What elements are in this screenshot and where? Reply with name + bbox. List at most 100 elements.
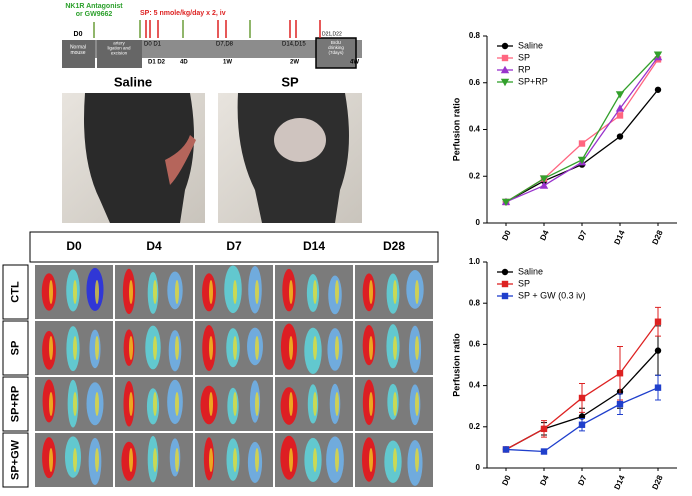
marker xyxy=(578,140,586,147)
perfusion-blob xyxy=(73,336,77,360)
x-tick-label: D0 xyxy=(500,473,513,487)
perfusion-blob xyxy=(224,265,242,314)
perfusion-blob xyxy=(248,265,262,314)
perfusion-blob xyxy=(167,271,183,310)
marker xyxy=(501,292,509,300)
timeline-label: D1 D2 xyxy=(148,60,166,66)
perfusion-blob xyxy=(328,275,342,315)
timeline-label: D0 xyxy=(74,31,83,38)
perfusion-blob xyxy=(407,439,423,486)
x-tick-label: D14 xyxy=(612,473,627,491)
perfusion-blob xyxy=(66,326,80,372)
perfusion-blob xyxy=(145,325,161,370)
perfusion-blob xyxy=(209,448,213,472)
column-label: D0 xyxy=(66,239,82,253)
row-label: SP+GW xyxy=(9,439,21,480)
perfusion-blob xyxy=(362,437,376,482)
perfusion-blob xyxy=(153,336,157,360)
perfusion-blob xyxy=(175,448,179,472)
perfusion-blob xyxy=(73,280,77,304)
brdu-box xyxy=(315,37,357,69)
y-tick-label: 0.8 xyxy=(469,31,481,40)
y-tick-label: 1.0 xyxy=(469,257,481,266)
legend-label: Saline xyxy=(518,266,543,276)
timeline-label: Left femoral artery ligation and excision xyxy=(107,36,131,56)
y-tick-label: 0.6 xyxy=(469,340,481,349)
perfusion-blob xyxy=(153,448,157,472)
normal-box xyxy=(62,40,95,68)
perfusion-blob xyxy=(415,336,419,360)
perfusion-blob xyxy=(289,392,293,416)
timeline-label: 4W xyxy=(350,60,359,66)
perfusion-blob xyxy=(415,392,419,416)
marker xyxy=(578,421,586,428)
perfusion-blob xyxy=(393,392,397,416)
perfusion-blob xyxy=(326,436,344,484)
row-label-box xyxy=(2,320,29,376)
perfusion-blob xyxy=(289,336,293,360)
x-tick-label: D4 xyxy=(538,228,551,242)
perfusion-blob xyxy=(209,280,213,304)
marker xyxy=(577,156,587,165)
perfusion-blob xyxy=(255,392,259,416)
timeline-label: 4D xyxy=(180,60,188,66)
photo-label: SP xyxy=(281,74,299,89)
perfusion-blob xyxy=(66,269,80,312)
photos: Saline SP xyxy=(62,74,362,223)
x-tick-label: D7 xyxy=(576,473,589,487)
marker xyxy=(653,51,663,59)
y-tick-label: 0.6 xyxy=(469,78,481,87)
perfusion-blob xyxy=(146,388,160,425)
marker xyxy=(654,318,662,325)
x-tick-label: D28 xyxy=(650,473,665,491)
perfusion-blob xyxy=(86,382,104,426)
perfusion-blob xyxy=(95,280,99,304)
timeline-label: BrdU drinking (7days) xyxy=(328,40,344,55)
marker xyxy=(501,268,509,276)
arrows xyxy=(145,20,321,38)
perfusion-blob xyxy=(335,280,339,304)
legend-label: SP + GW (0.3 iv) xyxy=(518,290,586,300)
perfusion-blob xyxy=(362,324,376,366)
perfusion-blob xyxy=(168,330,182,372)
y-tick-label: 0.2 xyxy=(469,171,481,180)
perfusion-blob xyxy=(247,327,263,366)
perfusion-blob xyxy=(49,336,53,360)
charts: 0 0.2 0.4 0.6 0.8 D0 D4 D7 D14 D28 Perfusion ratio… xyxy=(451,31,677,491)
perfusion-blob xyxy=(175,280,179,304)
perfusion-blob xyxy=(415,280,419,304)
perfusion-blob xyxy=(121,441,137,481)
timeline-label: D14,D15 xyxy=(282,42,306,48)
marker xyxy=(500,78,510,87)
perfusion-blob xyxy=(255,280,259,304)
marker xyxy=(540,448,548,455)
perfusion-blob xyxy=(95,448,99,472)
marker xyxy=(616,400,624,408)
x-tick-label: D7 xyxy=(576,228,589,242)
perfusion-blob xyxy=(129,392,133,416)
perfusion-blob xyxy=(41,273,57,311)
perfusion-blob xyxy=(202,273,216,312)
marker xyxy=(615,104,625,112)
perfusion-blob xyxy=(129,280,133,304)
perfusion-blob xyxy=(247,441,263,483)
perfusion-blob xyxy=(88,437,102,486)
perfusion-blob xyxy=(122,268,136,315)
perfusion-blob xyxy=(415,448,419,472)
legend-label: RP xyxy=(518,64,531,74)
timeline-label: Normal mouse xyxy=(70,45,86,57)
perfusion-blob xyxy=(327,328,343,371)
perfusion-blob xyxy=(42,330,56,370)
perfusion-blob xyxy=(200,385,218,425)
perfusion-blob xyxy=(202,324,216,372)
legend-label: SP xyxy=(518,52,530,62)
column-label: D14 xyxy=(303,239,325,253)
paw xyxy=(165,135,196,185)
marker xyxy=(501,42,509,50)
legend-label: SP+RP xyxy=(518,76,548,86)
perfusion-blob xyxy=(313,448,317,472)
row-label: SP+RP xyxy=(9,386,21,422)
marker xyxy=(578,394,586,402)
column-label: D28 xyxy=(383,239,405,253)
perfusion-blob xyxy=(67,379,79,428)
